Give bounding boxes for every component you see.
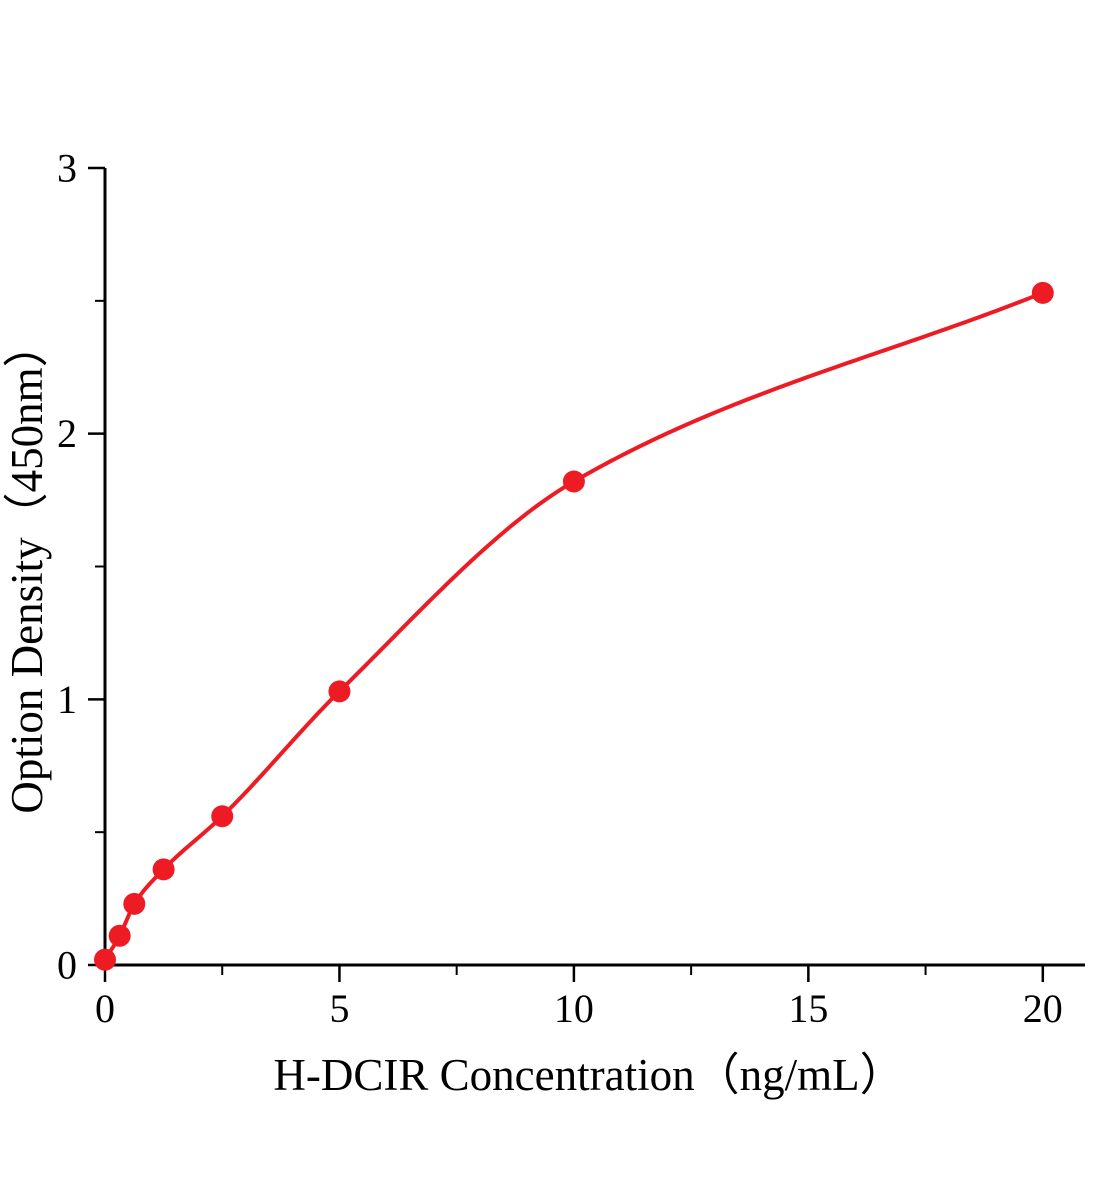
y-tick-label: 0 xyxy=(57,943,77,988)
y-axis-title: Option Density（450nm） xyxy=(2,322,52,813)
data-point xyxy=(123,892,146,915)
x-tick-label: 15 xyxy=(788,986,828,1031)
y-tick-label: 2 xyxy=(57,411,77,456)
x-tick-label: 20 xyxy=(1023,986,1063,1031)
data-point xyxy=(1031,281,1054,304)
data-point xyxy=(562,470,585,493)
x-axis-title: H-DCIR Concentration（ng/mL） xyxy=(273,1050,904,1100)
y-tick-label: 3 xyxy=(57,146,77,191)
data-point xyxy=(108,924,131,947)
y-tick-label: 1 xyxy=(57,677,77,722)
data-point xyxy=(94,948,116,971)
data-point xyxy=(211,805,234,828)
fit-curve xyxy=(103,290,1045,962)
data-point xyxy=(328,680,351,703)
x-tick-label: 0 xyxy=(95,986,115,1031)
x-tick-label: 5 xyxy=(329,986,349,1031)
x-tick-label: 10 xyxy=(554,986,594,1031)
data-point xyxy=(152,858,175,881)
